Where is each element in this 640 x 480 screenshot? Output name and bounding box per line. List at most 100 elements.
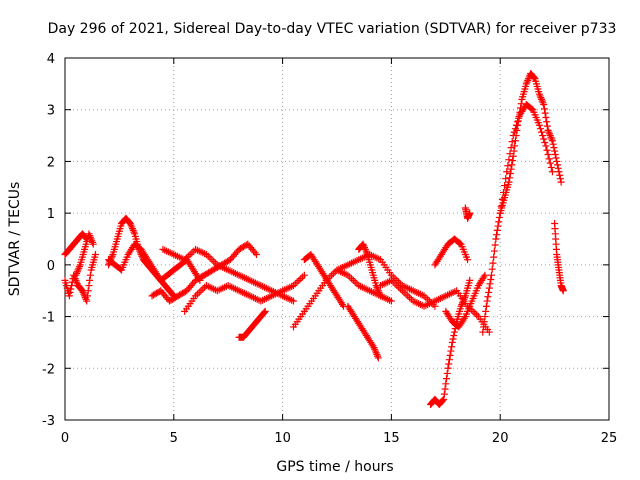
interpolated-point-marker — [460, 314, 468, 322]
data-point-marker — [542, 142, 550, 150]
x-tick-label: 0 — [61, 431, 69, 446]
interpolated-point-marker — [510, 128, 518, 136]
interpolated-point-marker — [87, 235, 95, 243]
interpolated-point-marker — [498, 195, 506, 203]
interpolated-point-marker — [440, 390, 448, 398]
interpolated-point-marker — [554, 161, 562, 169]
interpolated-point-marker — [507, 165, 515, 173]
interpolated-point-marker — [540, 105, 548, 113]
interpolated-point-marker — [506, 150, 514, 158]
data-point-marker — [487, 271, 495, 279]
interpolated-point-marker — [511, 142, 519, 150]
interpolated-point-marker — [536, 92, 544, 100]
interpolated-point-marker — [186, 251, 194, 259]
data-point-marker — [444, 364, 452, 372]
interpolated-point-marker — [360, 242, 368, 250]
interpolated-point-marker — [537, 94, 545, 102]
interpolated-point-marker — [402, 290, 410, 298]
chart-title: Day 296 of 2021, Sidereal Day-to-day VTE… — [48, 21, 617, 37]
interpolated-point-marker — [443, 375, 451, 383]
interpolated-point-marker — [82, 295, 90, 303]
interpolated-point-marker — [491, 241, 499, 249]
interpolated-point-marker — [523, 78, 531, 86]
interpolated-point-marker — [530, 74, 538, 82]
data-point-marker — [505, 178, 513, 186]
data-point-marker — [89, 240, 97, 248]
interpolated-point-marker — [447, 347, 455, 355]
interpolated-point-marker — [400, 288, 408, 296]
interpolated-point-marker — [362, 247, 370, 255]
interpolated-point-marker — [395, 283, 403, 291]
interpolated-point-marker — [485, 284, 493, 292]
data-point-marker — [65, 292, 73, 300]
interpolated-point-marker — [546, 130, 554, 138]
interpolated-point-marker — [375, 288, 383, 296]
y-tick-label: -3 — [42, 414, 55, 429]
interpolated-point-marker — [508, 138, 516, 146]
interpolated-point-marker — [86, 276, 94, 284]
interpolated-point-marker — [442, 380, 450, 388]
interpolated-point-marker — [376, 290, 384, 298]
interpolated-point-marker — [460, 295, 468, 303]
data-point-marker — [540, 101, 548, 109]
x-tick-label: 20 — [492, 431, 509, 446]
interpolated-point-marker — [195, 288, 203, 296]
data-point-marker — [503, 168, 511, 176]
interpolated-point-marker — [373, 283, 381, 291]
data-point-marker — [553, 157, 561, 165]
interpolated-point-marker — [372, 349, 380, 357]
interpolated-point-marker — [458, 299, 466, 307]
interpolated-point-marker — [513, 121, 521, 129]
data-point-marker — [535, 90, 543, 98]
interpolated-point-marker — [539, 99, 547, 107]
interpolated-point-marker — [501, 182, 509, 190]
interpolated-point-marker — [206, 254, 214, 262]
data-point-marker — [548, 168, 556, 176]
data-point-marker — [448, 338, 456, 346]
interpolated-point-marker — [540, 135, 548, 143]
interpolated-point-marker — [484, 293, 492, 301]
interpolated-point-marker — [514, 118, 522, 126]
interpolated-point-marker — [85, 282, 93, 290]
interpolated-point-marker — [445, 360, 453, 368]
interpolated-point-marker — [511, 137, 519, 145]
interpolated-point-marker — [127, 221, 135, 229]
interpolated-point-marker — [486, 280, 494, 288]
interpolated-point-marker — [66, 288, 74, 296]
interpolated-point-marker — [541, 109, 549, 117]
data-point-marker — [522, 80, 530, 88]
interpolated-point-marker — [128, 223, 136, 231]
interpolated-point-marker — [485, 288, 493, 296]
interpolated-point-marker — [208, 256, 216, 264]
interpolated-point-marker — [487, 276, 495, 284]
data-point-marker — [85, 230, 93, 238]
grid-lines — [64, 57, 610, 421]
interpolated-point-marker — [481, 313, 489, 321]
interpolated-point-marker — [361, 244, 369, 252]
y-tick-label: 0 — [47, 259, 55, 274]
interpolated-point-marker — [404, 292, 412, 300]
interpolated-point-marker — [71, 275, 79, 283]
interpolated-point-marker — [499, 188, 507, 196]
interpolated-point-marker — [549, 140, 557, 148]
interpolated-point-marker — [193, 290, 201, 298]
interpolated-point-marker — [493, 231, 501, 239]
interpolated-point-marker — [443, 369, 451, 377]
data-point-marker — [548, 137, 556, 145]
interpolated-point-marker — [495, 218, 503, 226]
interpolated-point-marker — [328, 271, 336, 279]
interpolated-point-marker — [83, 292, 91, 300]
interpolated-point-marker — [493, 226, 501, 234]
data-point-marker — [485, 328, 493, 336]
interpolated-point-marker — [393, 282, 401, 290]
interpolated-point-marker — [554, 164, 562, 172]
interpolated-point-marker — [506, 169, 514, 177]
interpolated-point-marker — [508, 161, 516, 169]
data-point-marker — [509, 132, 517, 140]
interpolated-point-marker — [299, 273, 307, 281]
interpolated-point-marker — [76, 263, 84, 271]
interpolated-point-marker — [74, 266, 82, 274]
interpolated-point-marker — [129, 226, 137, 234]
interpolated-point-marker — [506, 174, 514, 182]
interpolated-point-marker — [448, 343, 456, 351]
